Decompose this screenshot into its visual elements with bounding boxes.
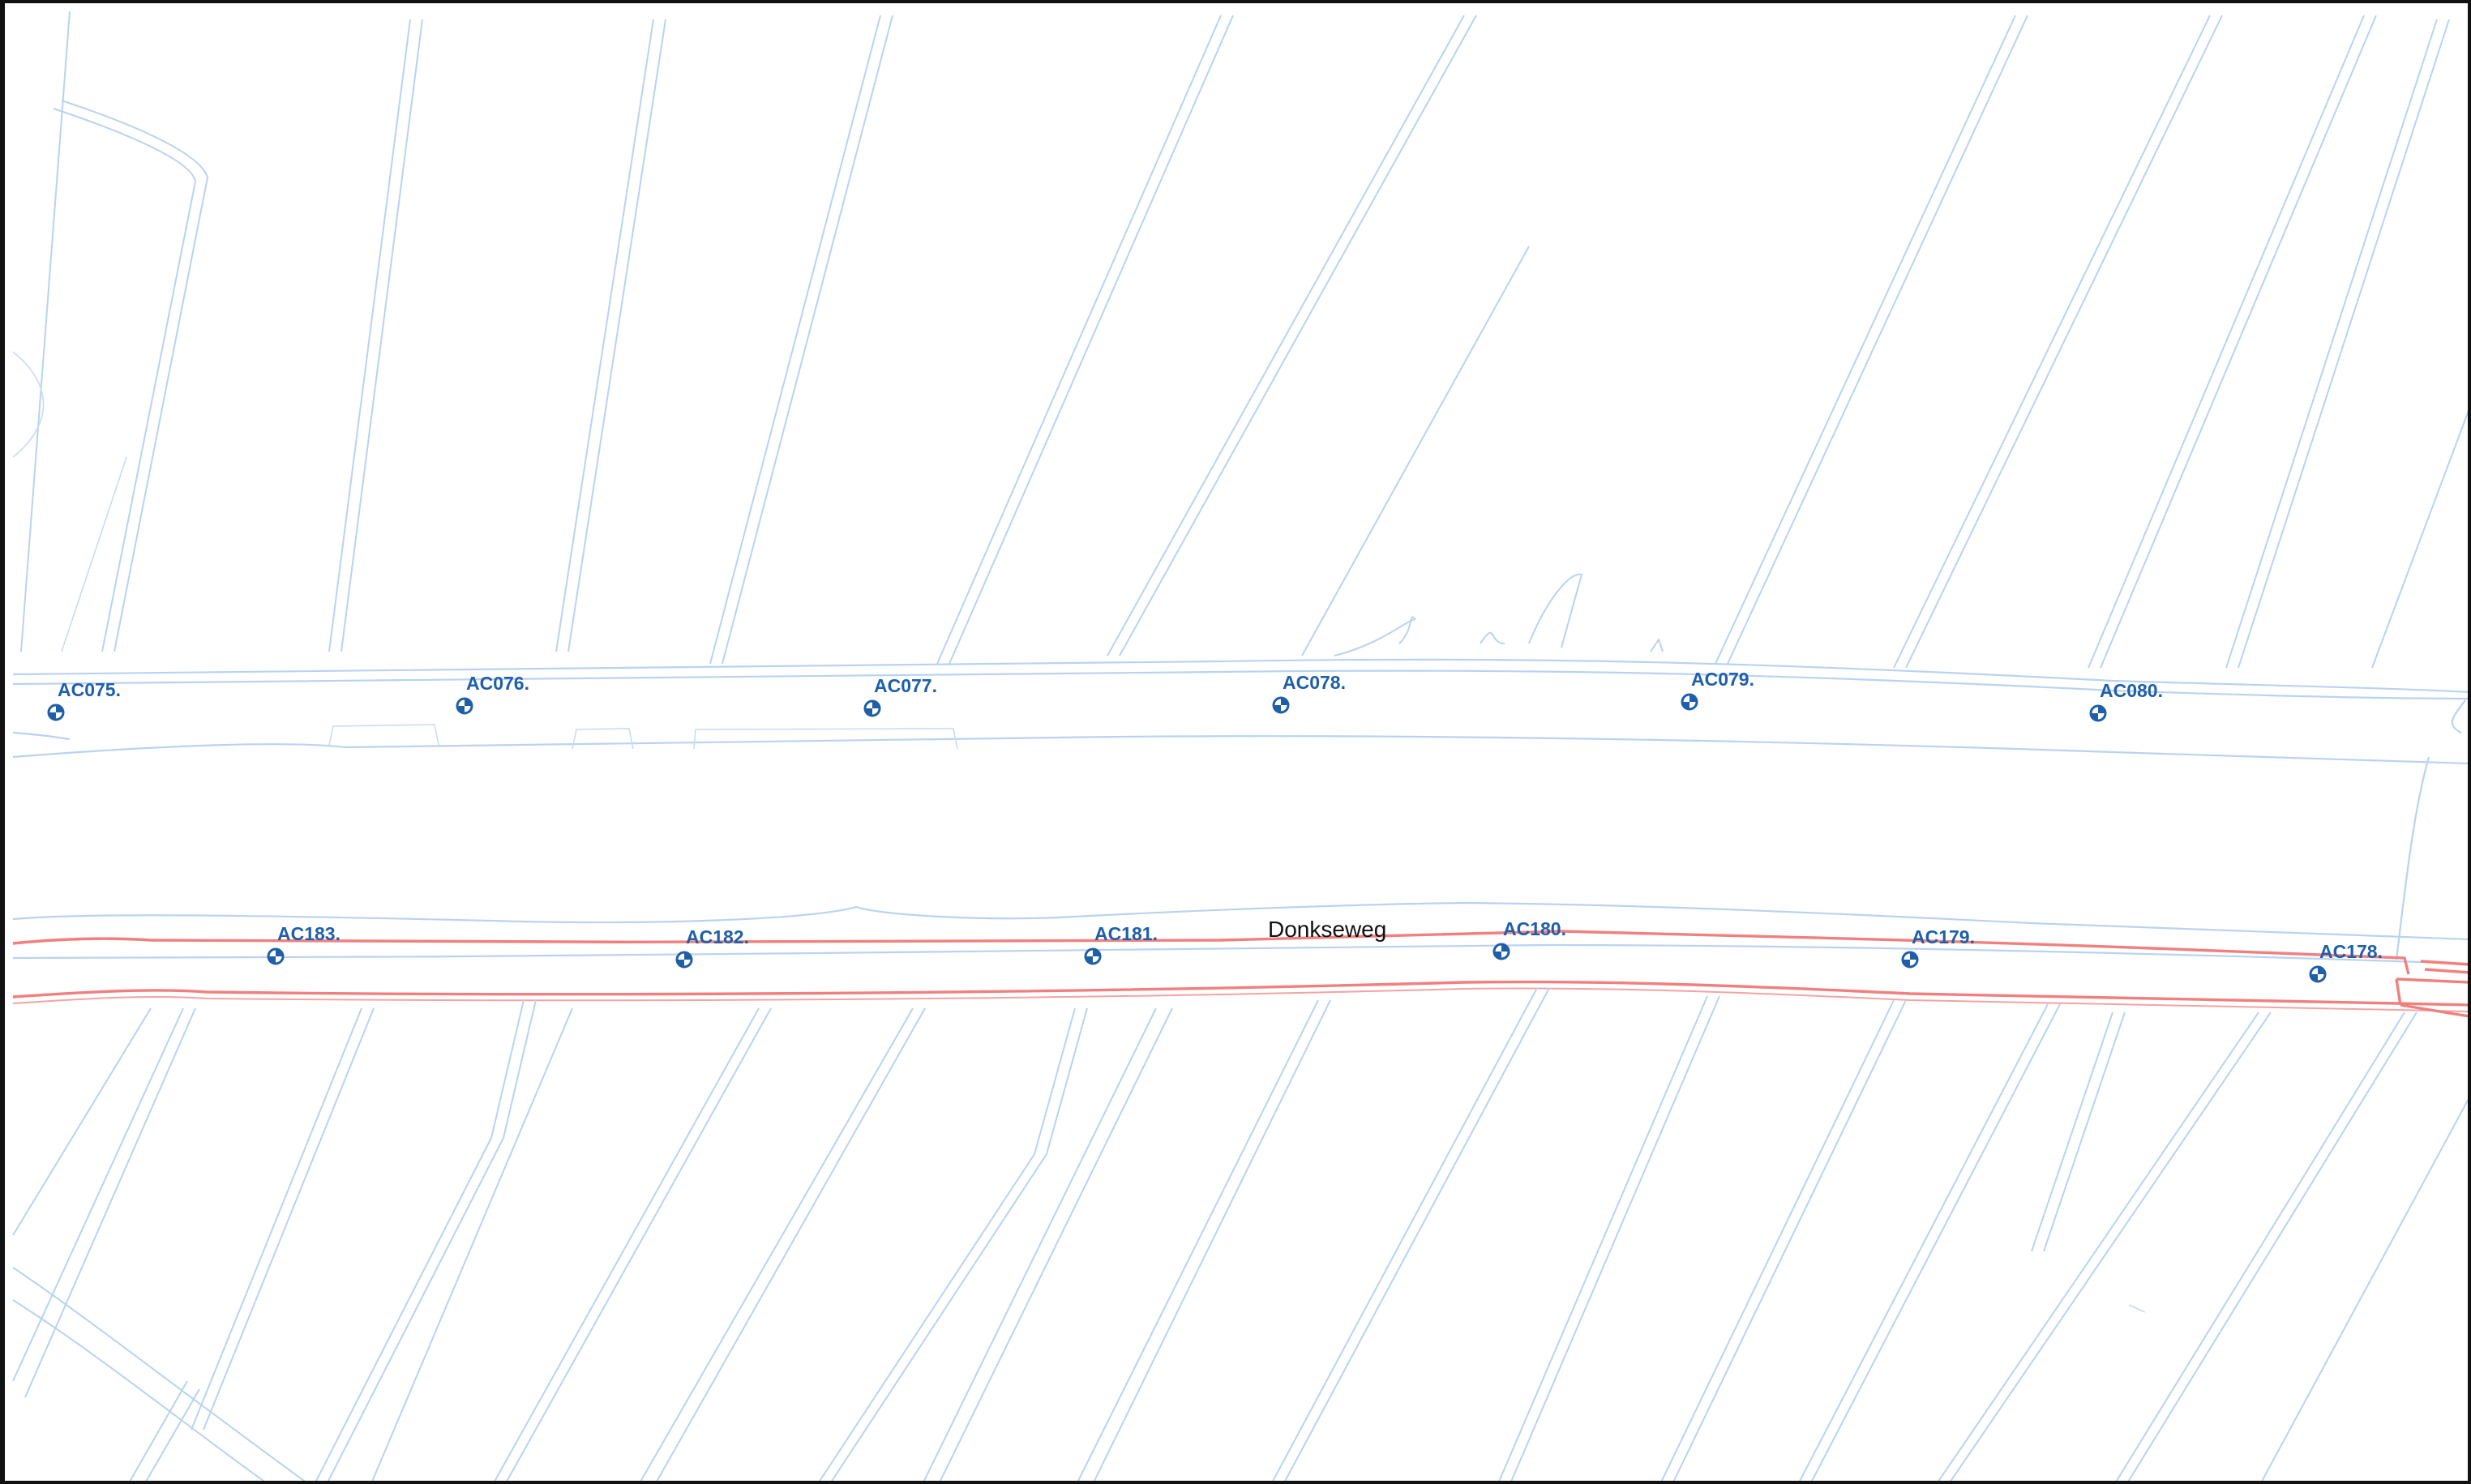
- survey-marker-quadrant: [1903, 960, 1910, 967]
- marker-label: AC080.: [2100, 680, 2163, 701]
- north-marker-5[interactable]: AC080.: [2089, 680, 2163, 722]
- marker-label: AC181.: [1094, 923, 1158, 944]
- north-ditches: [12, 11, 2468, 669]
- survey-marker-quadrant: [1501, 944, 1509, 952]
- marker-label: AC179.: [1912, 926, 1975, 947]
- marker-label: AC075.: [58, 679, 121, 700]
- dike-boundary: [12, 930, 2468, 1018]
- marker-label: AC178.: [2319, 941, 2383, 962]
- survey-marker-quadrant: [49, 712, 56, 720]
- south-marker-5[interactable]: AC178.: [2309, 941, 2383, 983]
- survey-marker-quadrant: [56, 705, 63, 712]
- survey-marker-quadrant: [1910, 952, 1917, 960]
- survey-marker-quadrant: [1274, 705, 1281, 712]
- survey-marker-quadrant: [1494, 952, 1501, 959]
- marker-label: AC182.: [686, 926, 749, 947]
- survey-marker-quadrant: [457, 706, 465, 713]
- south-marker-1[interactable]: AC182.: [675, 926, 749, 969]
- survey-marker-quadrant: [1281, 698, 1288, 705]
- survey-marker-quadrant: [1689, 695, 1697, 702]
- survey-marker-quadrant: [1093, 949, 1100, 956]
- map-canvas[interactable]: AC075. AC076. AC077. AC078. AC079. AC080. AC18…: [5, 3, 2471, 1484]
- survey-marker-quadrant: [2318, 967, 2325, 974]
- north-marker-3[interactable]: AC078.: [1272, 672, 1346, 714]
- south-marker-2[interactable]: AC181.: [1084, 923, 1158, 965]
- marker-label: AC078.: [1283, 672, 1346, 693]
- north-canal: [12, 658, 2468, 960]
- survey-marker-quadrant: [2098, 706, 2105, 713]
- south-marker-3[interactable]: AC180.: [1492, 918, 1566, 960]
- marker-label: AC076.: [466, 673, 529, 694]
- survey-marker-quadrant: [2091, 713, 2098, 721]
- south-marker-0[interactable]: AC183.: [267, 923, 340, 965]
- north-marker-4[interactable]: AC079.: [1681, 669, 1754, 711]
- south-marker-4[interactable]: AC179.: [1901, 926, 1975, 969]
- survey-markers: AC075. AC076. AC077. AC078. AC079. AC080. AC18…: [47, 669, 2383, 983]
- survey-marker-quadrant: [872, 701, 880, 708]
- south-road: [12, 901, 2468, 965]
- survey-marker-quadrant: [1086, 956, 1093, 964]
- marker-label: AC183.: [277, 923, 340, 944]
- survey-marker-quadrant: [2310, 974, 2318, 981]
- marker-label: AC180.: [1503, 918, 1566, 939]
- survey-marker-quadrant: [1682, 702, 1689, 709]
- survey-marker-quadrant: [684, 952, 692, 960]
- north-marker-2[interactable]: AC077.: [863, 675, 937, 717]
- north-marker-1[interactable]: AC076.: [456, 673, 529, 715]
- street-label: Donkseweg: [1268, 917, 1386, 942]
- survey-marker-quadrant: [865, 708, 872, 716]
- north-marker-0[interactable]: AC075.: [47, 679, 121, 721]
- survey-marker-quadrant: [465, 699, 472, 706]
- survey-marker-quadrant: [677, 960, 684, 967]
- survey-marker-quadrant: [268, 956, 276, 964]
- south-ditches: [12, 987, 2468, 1481]
- marker-label: AC077.: [874, 675, 937, 696]
- survey-marker-quadrant: [276, 949, 283, 956]
- marker-label: AC079.: [1691, 669, 1754, 690]
